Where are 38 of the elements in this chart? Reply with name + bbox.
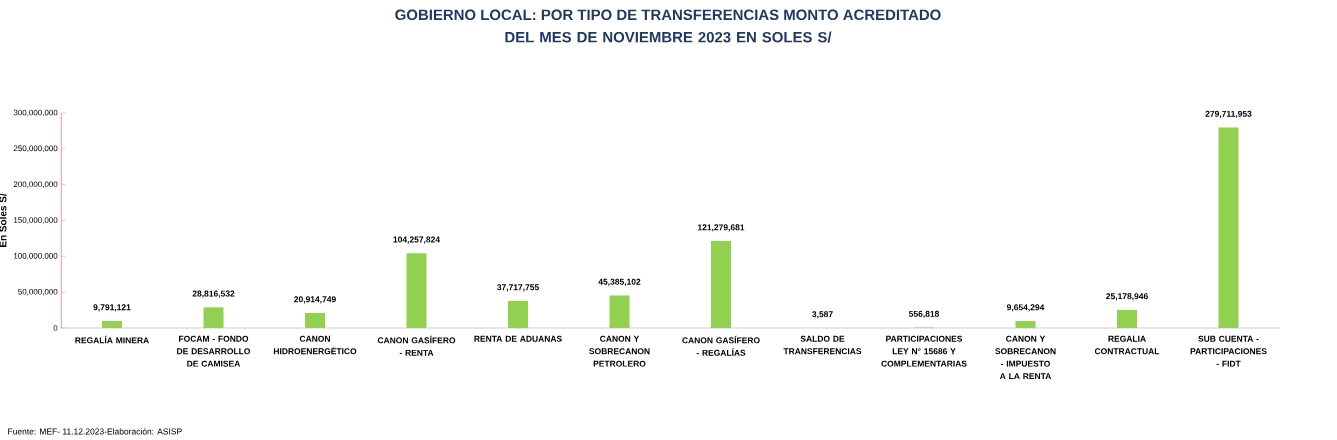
x-tick-label: CANON HIDROENERGÉTICO xyxy=(273,335,357,355)
data-label: 9,791,121 xyxy=(93,304,131,312)
x-tick-label: REGALÍA MINERA xyxy=(75,335,149,344)
x-tick-label: CANON Y SOBRECANON PETROLERO xyxy=(589,335,650,367)
bar xyxy=(711,241,731,328)
x-tick-label: PARTICIPACIONES LEY N° 15686 Y COMPLEMENTARIAS xyxy=(881,335,967,367)
x-tick-label: CANON GASÍFERO - REGALÍAS xyxy=(682,335,760,356)
x-tick-label: FOCAM - FONDO DE DESARROLLO DE CAMISEA xyxy=(177,335,251,367)
x-tick-label: SALDO DE TRANSFERENCIAS xyxy=(783,335,862,355)
data-label: 556,818 xyxy=(908,310,940,319)
x-tick-label: REGALIA CONTRACTUAL xyxy=(1094,335,1160,355)
bar xyxy=(203,307,224,328)
chart-title: GOBIERNO LOCAL: POR TIPO DE TRANSFERENCIAS MONTO ACREDITADO xyxy=(395,9,941,21)
bar xyxy=(1117,309,1138,328)
data-label: 9,654,294 xyxy=(1006,304,1045,312)
data-label: 25,178,946 xyxy=(1106,293,1148,301)
bar xyxy=(1218,127,1239,328)
bar xyxy=(508,300,528,328)
bar xyxy=(406,253,427,328)
x-tick-label: RENTA DE ADUANAS xyxy=(474,335,562,342)
bar xyxy=(1015,321,1036,328)
bar xyxy=(609,295,630,328)
chart-subtitle: DEL MES DE NOVIEMBRE 2023 EN SOLES S/ xyxy=(505,31,832,43)
bar xyxy=(102,320,122,328)
x-tick-label: CANON Y SOBRECANON - IMPUESTO A LA RENTA xyxy=(995,335,1056,380)
y-axis-title: En Soles S/ xyxy=(0,193,7,247)
data-label: 45,385,102 xyxy=(598,278,641,286)
data-label: 20,914,749 xyxy=(294,296,336,304)
x-tick-label: CANON GASÍFERO - RENTA xyxy=(377,335,456,356)
x-tick-label: SUB CUENTA - PARTICIPACIONES - FIDT xyxy=(1190,335,1267,367)
data-label: 104,257,824 xyxy=(393,236,440,244)
data-label: 3,587 xyxy=(812,311,833,319)
data-label: 28,816,532 xyxy=(192,290,235,298)
data-label: 37,717,755 xyxy=(497,284,539,292)
data-label: 121,279,681 xyxy=(697,224,745,232)
bar xyxy=(305,313,325,328)
data-label: 279,711,953 xyxy=(1205,110,1252,119)
source-note: Fuente: MEF- 11.12.2023-Elaboración: ASISP xyxy=(8,428,182,435)
